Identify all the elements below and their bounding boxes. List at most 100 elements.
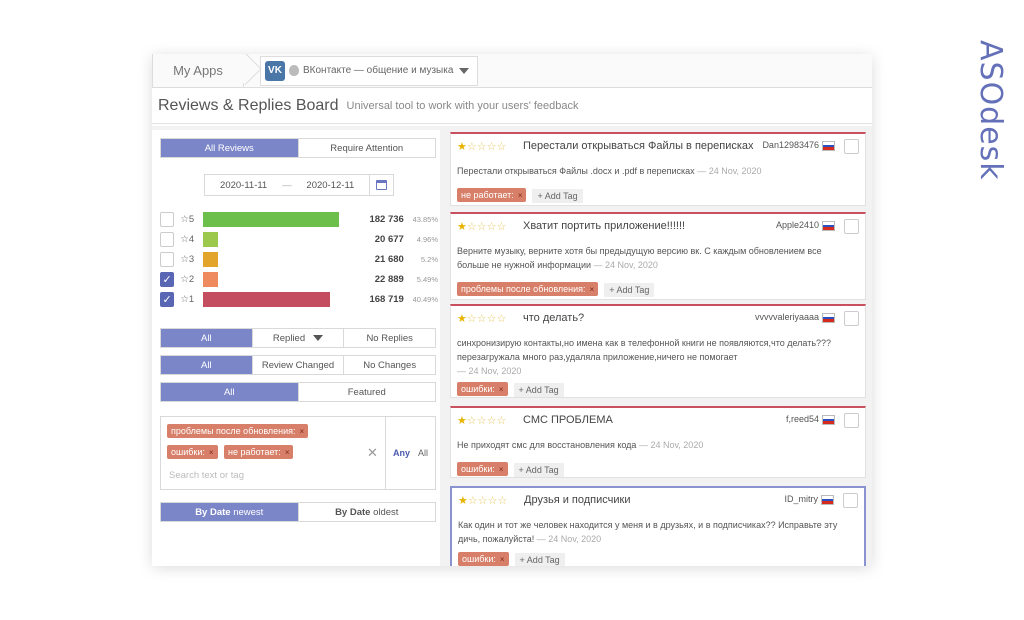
- featured-all-option[interactable]: All: [161, 383, 299, 401]
- date-separator: —: [282, 179, 292, 191]
- review-checkbox[interactable]: [844, 139, 859, 154]
- tag-chip[interactable]: проблемы после обновления: ×: [457, 282, 599, 296]
- sort-newest-bold: By Date: [195, 506, 231, 518]
- rating-bar-track: [203, 251, 354, 267]
- review-date: — 24 Nov, 2020: [457, 366, 522, 376]
- tag-chip[interactable]: ошибки: ×: [458, 552, 509, 566]
- rating-checkbox[interactable]: [160, 251, 175, 267]
- review-date: — 24 Nov, 2020: [593, 260, 658, 270]
- close-icon[interactable]: ×: [499, 554, 505, 564]
- tab-all-reviews[interactable]: All Reviews: [161, 139, 299, 157]
- brand-logo: ASOdesk: [966, 40, 1008, 181]
- brand-text: ASOdesk: [973, 40, 1008, 181]
- review-author: Dan12983476: [762, 140, 819, 150]
- review-tags: ошибки: × + Add Tag: [457, 380, 564, 400]
- page-subtitle: Universal tool to work with your users' …: [346, 99, 579, 112]
- add-tag-button[interactable]: + Add Tag: [513, 463, 564, 477]
- calendar-button[interactable]: [369, 174, 393, 196]
- date-from[interactable]: 2020-11-11: [220, 179, 268, 191]
- rating-stars: ★☆☆☆☆: [457, 415, 507, 427]
- tag-chip[interactable]: не работает: ×: [457, 188, 527, 202]
- rating-bar-track: [203, 291, 354, 307]
- sort-oldest-option[interactable]: By Date oldest: [299, 503, 436, 521]
- rating-bar-track: [203, 231, 354, 247]
- tag-chip-label: ошибки:: [171, 447, 205, 457]
- review-body: Как один и тот же человек находится у ме…: [458, 520, 838, 544]
- replied-dropdown[interactable]: Replied: [253, 329, 345, 347]
- review-title: Хватит портить приложение!!!!!!: [523, 220, 686, 232]
- rating-bar: [203, 271, 219, 287]
- date-to[interactable]: 2020-12-11: [306, 179, 355, 191]
- rating-label: ☆4: [180, 233, 195, 245]
- close-icon[interactable]: ×: [517, 190, 523, 200]
- rating-percent: 5.2%: [420, 254, 438, 264]
- review-changed-option[interactable]: Review Changed: [253, 356, 345, 374]
- review-checkbox[interactable]: [844, 413, 859, 428]
- tag-chip[interactable]: ошибки: ×: [167, 445, 218, 459]
- rating-count: 168 719: [369, 293, 404, 305]
- any-option[interactable]: Any: [392, 448, 410, 458]
- rating-label: ☆5: [180, 213, 195, 225]
- rating-stars: ★☆☆☆☆: [458, 495, 508, 507]
- russia-flag-icon: [822, 415, 835, 425]
- tag-chip[interactable]: не работает: ×: [224, 445, 294, 459]
- close-icon[interactable]: ×: [498, 464, 504, 474]
- clear-tags-icon[interactable]: ✕: [367, 445, 378, 460]
- tab-require-attention[interactable]: Require Attention: [330, 142, 404, 154]
- tag-chip-label: не работает:: [461, 190, 514, 200]
- review-body: синхронизирую контакты,но имена как в те…: [457, 338, 832, 362]
- calendar-icon: [376, 180, 387, 190]
- add-tag-button[interactable]: + Add Tag: [532, 189, 583, 203]
- vk-app-icon: VK: [265, 60, 285, 81]
- rating-checkbox[interactable]: ✓: [160, 291, 175, 307]
- review-date: — 24 Nov, 2020: [638, 440, 704, 450]
- review-text: Не приходят смс для восстановления кода …: [457, 438, 853, 452]
- rating-stars: ★☆☆☆☆: [457, 221, 507, 233]
- featured-option[interactable]: Featured: [347, 386, 386, 398]
- reply-filter: All Replied No Replies: [160, 328, 436, 348]
- review-checkbox[interactable]: [844, 311, 859, 326]
- reply-all-option[interactable]: All: [161, 329, 253, 347]
- add-tag-button[interactable]: + Add Tag: [513, 383, 564, 397]
- review-title: Друзья и подписчики: [524, 494, 631, 506]
- russia-flag-icon: [822, 221, 835, 231]
- tag-search-input[interactable]: Search text or tag: [169, 470, 244, 481]
- review-date: — 24 Nov, 2020: [697, 166, 762, 176]
- tag-chip[interactable]: ошибки: ×: [457, 382, 508, 396]
- tag-chip[interactable]: проблемы после обновления: ×: [167, 424, 309, 438]
- featured-filter: All Featured: [160, 382, 436, 402]
- tag-filter-box[interactable]: проблемы после обновления: × ошибки: × не …: [160, 416, 436, 490]
- review-author: vvvvvaleriyaaaa: [754, 312, 819, 322]
- close-icon[interactable]: ×: [299, 426, 305, 436]
- rating-count: 20 677: [374, 233, 404, 245]
- close-icon[interactable]: ×: [284, 447, 290, 457]
- tag-chip[interactable]: ошибки: ×: [457, 462, 508, 476]
- review-checkbox[interactable]: [843, 493, 858, 508]
- app-selector[interactable]: VK ВКонтакте — общение и музыка: [260, 55, 478, 86]
- add-tag-button[interactable]: + Add Tag: [514, 553, 565, 566]
- rating-row: ☆3 21 680 5.2%: [160, 250, 438, 268]
- review-checkbox[interactable]: [844, 219, 859, 234]
- page-title: Reviews & Replies Board: [158, 96, 339, 114]
- sort-newest-option[interactable]: By Date newest: [161, 503, 299, 521]
- rating-checkbox[interactable]: [160, 211, 175, 227]
- rating-percent: 43.85%: [412, 214, 438, 224]
- date-range-picker[interactable]: 2020-11-11 — 2020-12-11: [204, 174, 394, 196]
- no-replies-option[interactable]: No Replies: [366, 332, 413, 344]
- board-body: All Reviews Require Attention 2020-11-11…: [152, 126, 872, 566]
- rating-checkbox[interactable]: ✓: [160, 271, 175, 287]
- add-tag-button[interactable]: + Add Tag: [604, 283, 655, 297]
- close-icon[interactable]: ×: [208, 447, 214, 457]
- review-body: Не приходят смс для восстановления кода: [457, 440, 637, 450]
- rating-checkbox[interactable]: [160, 231, 175, 247]
- change-all-option[interactable]: All: [161, 356, 253, 374]
- close-icon[interactable]: ×: [498, 384, 504, 394]
- no-changes-option[interactable]: No Changes: [363, 359, 417, 371]
- rating-count: 21 680: [374, 253, 404, 265]
- review-date: — 24 Nov, 2020: [536, 534, 602, 544]
- app-name: ВКонтакте — общение и музыка: [303, 65, 454, 76]
- tag-chip-label: ошибки:: [461, 464, 495, 474]
- close-icon[interactable]: ×: [589, 284, 595, 294]
- all-option[interactable]: All: [418, 448, 429, 458]
